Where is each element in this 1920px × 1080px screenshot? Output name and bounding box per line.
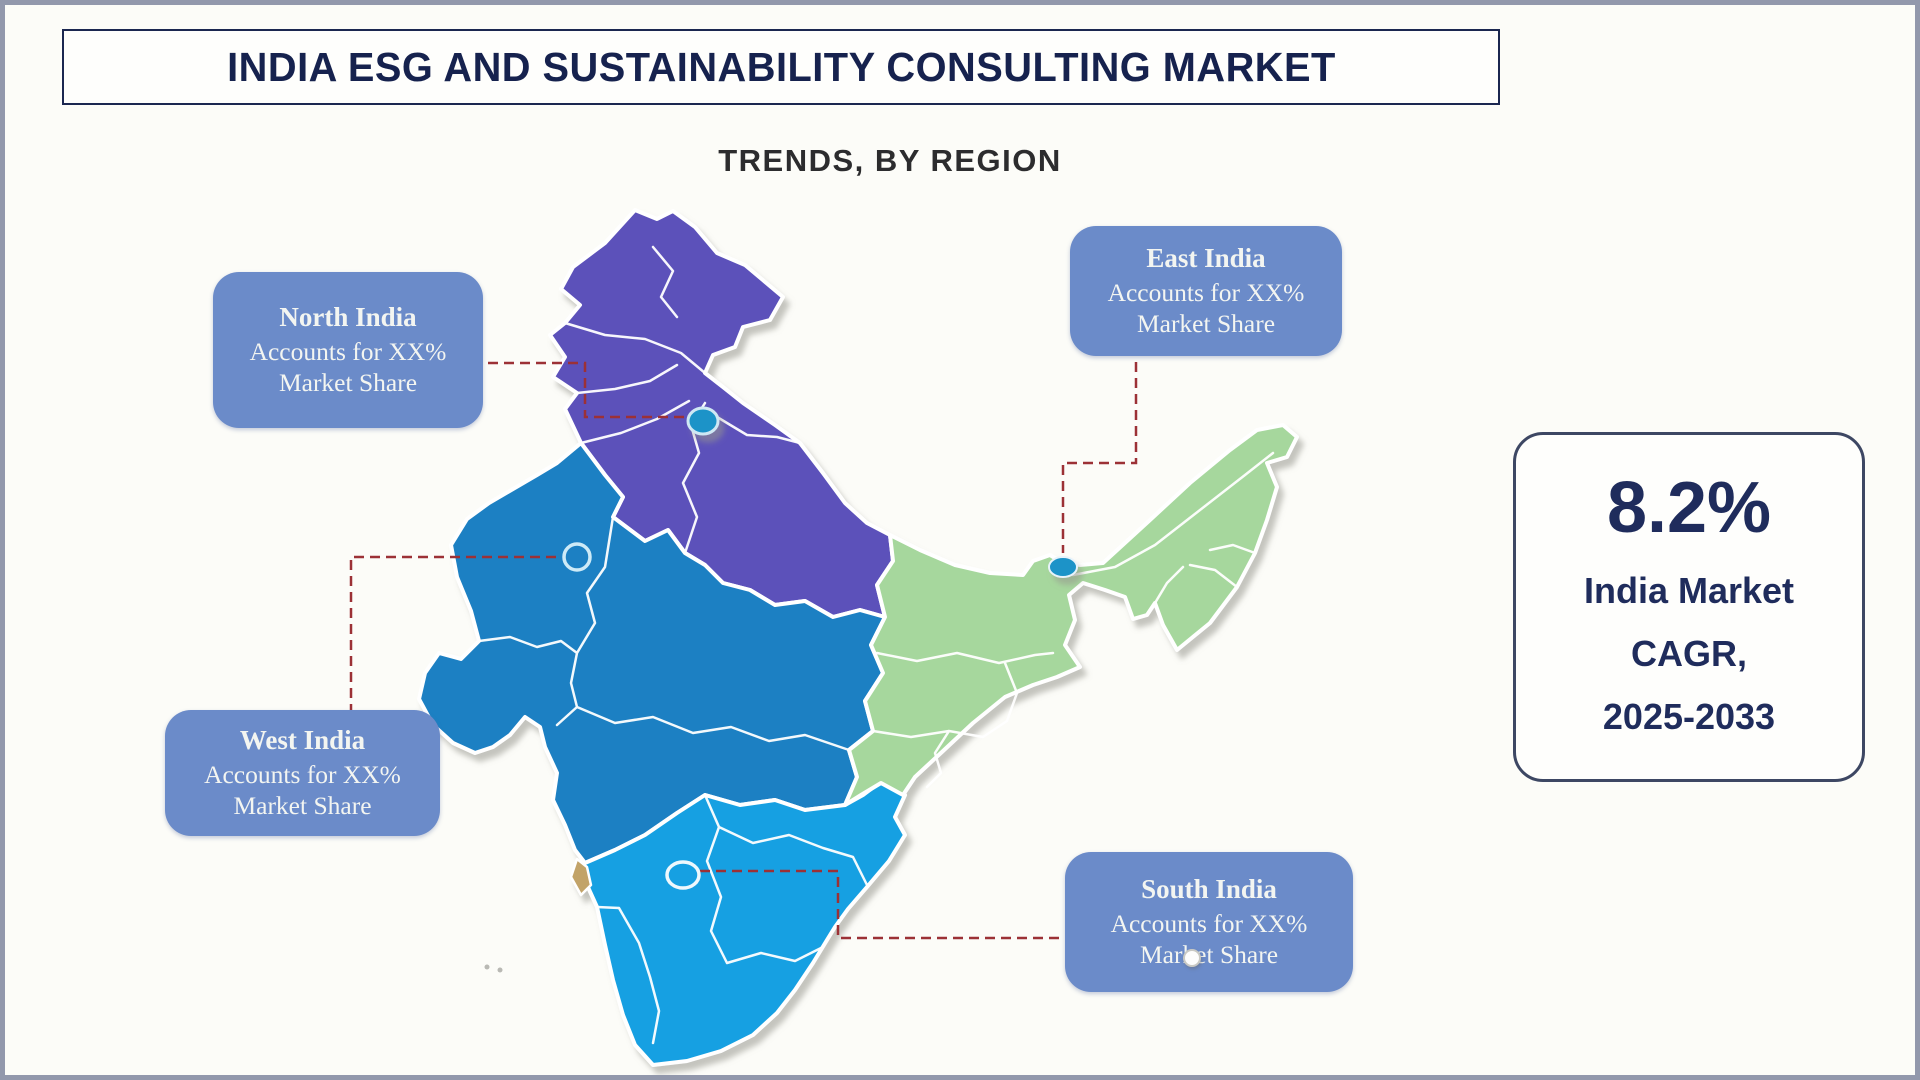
connector-east <box>1061 362 1138 553</box>
region-goa <box>569 857 593 897</box>
region-east-india <box>843 423 1299 807</box>
callout-west-india: West India Accounts for XX% Market Share <box>165 710 440 836</box>
state-lines-east <box>871 451 1275 789</box>
callout-region-name: North India <box>279 301 417 332</box>
cagr-label-line: India Market <box>1583 569 1795 611</box>
map-regions <box>417 208 1299 1067</box>
state-lines-south <box>595 793 869 1045</box>
callout-region-name: West India <box>239 724 366 755</box>
connector-west <box>349 555 562 714</box>
callout-connectors <box>349 361 1138 940</box>
mouse-cursor <box>1183 949 1201 967</box>
callout-share-line: Market Share <box>278 368 418 397</box>
connector-north <box>488 361 687 419</box>
state-lines-north <box>563 245 802 555</box>
callout-south-india: South India Accounts for XX% Market Shar… <box>1065 852 1353 992</box>
callout-share-line: Accounts for XX% <box>1110 908 1308 938</box>
callout-region-name: South India <box>1141 873 1277 904</box>
marker-south-india <box>665 860 701 890</box>
india-region-map <box>349 208 1299 1067</box>
title-box: INDIA ESG AND SUSTAINABILITY CONSULTING … <box>62 29 1500 105</box>
callout-share-line: Market Share <box>1136 309 1276 338</box>
state-lines-west <box>477 515 851 752</box>
connector-south <box>700 869 1073 940</box>
page-subtitle: TRENDS, BY REGION <box>718 143 1062 178</box>
cagr-value: 8.2% <box>1606 467 1772 548</box>
callout-share-line: Accounts for XX% <box>1107 277 1305 307</box>
island-dot <box>484 964 490 970</box>
cagr-card: 8.2% India Market CAGR, 2025-2033 <box>1513 432 1865 782</box>
region-markers <box>686 406 1078 578</box>
marker-west-india <box>562 542 592 572</box>
callout-region-name: East India <box>1146 242 1266 273</box>
callout-east-india: East India Accounts for XX% Market Share <box>1070 226 1342 356</box>
state-boundaries <box>477 245 1275 1045</box>
island-dot <box>497 967 503 973</box>
cagr-label-line: 2025-2033 <box>1602 695 1776 737</box>
callout-share-line: Accounts for XX% <box>204 759 401 789</box>
marker-east-india <box>1048 556 1078 578</box>
page-title: INDIA ESG AND SUSTAINABILITY CONSULTING … <box>226 43 1336 90</box>
callout-share-line: Accounts for XX% <box>249 336 447 366</box>
cagr-label-line: CAGR, <box>1631 632 1747 674</box>
region-south-india <box>573 778 907 1067</box>
lakshadweep-islands <box>484 964 503 973</box>
callout-share-line: Market Share <box>233 791 372 820</box>
callout-share-line: Market Share <box>1139 940 1279 969</box>
callout-north-india: North India Accounts for XX% Market Shar… <box>213 272 483 428</box>
marker-north-india <box>686 406 720 436</box>
